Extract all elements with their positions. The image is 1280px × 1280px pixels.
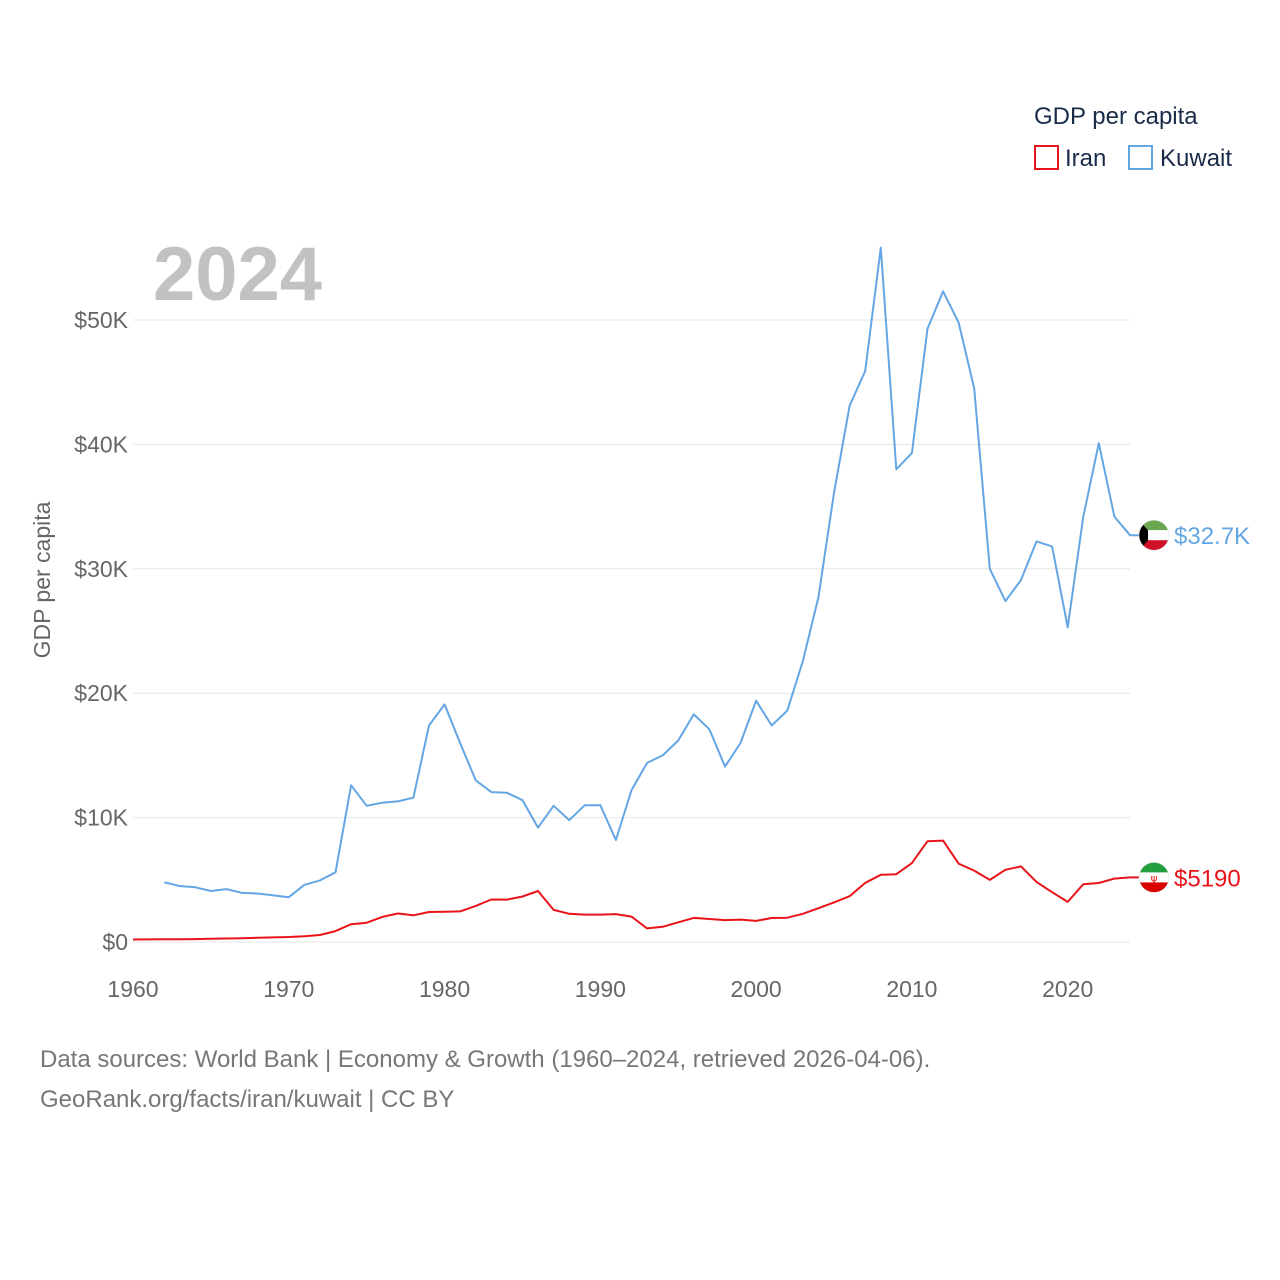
x-axis-ticks: 1960 1970 1980 1990 2000 2010 2020 <box>107 976 1093 1002</box>
attribution-link[interactable]: GeoRank.org/facts/iran/kuwait | CC BY <box>40 1086 455 1113</box>
legend-item-kuwait[interactable]: Kuwait <box>1128 145 1232 172</box>
y-tick-label: $10K <box>74 805 128 831</box>
legend-item-iran[interactable]: Iran <box>1034 145 1106 172</box>
x-tick-label: 2000 <box>731 976 782 1002</box>
y-tick-label: $0 <box>102 929 128 955</box>
year-label: 2024 <box>153 232 322 317</box>
end-label-kuwait: $32.7K <box>1174 523 1250 550</box>
x-tick-label: 2010 <box>886 976 937 1002</box>
x-tick-label: 1990 <box>575 976 626 1002</box>
legend-label-kuwait: Kuwait <box>1160 145 1232 172</box>
y-tick-label: $30K <box>74 556 128 582</box>
y-tick-label: $20K <box>74 680 128 706</box>
y-tick-label: $50K <box>74 307 128 333</box>
kuwait-flag-icon <box>1138 519 1170 551</box>
series-line-kuwait <box>163 246 1154 899</box>
legend-title: GDP per capita <box>1034 103 1198 130</box>
svg-text:ψ: ψ <box>1151 873 1158 884</box>
legend: GDP per capita Iran Kuwait <box>1034 103 1232 172</box>
y-axis-ticks: $0 $10K $20K $30K $40K $50K <box>74 307 128 955</box>
legend-label-iran: Iran <box>1065 145 1106 172</box>
data-sources-note: Data sources: World Bank | Economy & Gro… <box>40 1046 931 1073</box>
y-tick-label: $40K <box>74 431 128 457</box>
grid-lines <box>133 319 1130 943</box>
x-tick-label: 2020 <box>1042 976 1093 1002</box>
x-tick-label: 1970 <box>263 976 314 1002</box>
end-labels: ψ $5190 $32.7K <box>1138 519 1250 893</box>
legend-swatch-kuwait <box>1128 145 1153 170</box>
iran-flag-icon: ψ <box>1138 862 1170 893</box>
series-line-iran <box>132 839 1154 941</box>
x-tick-label: 1980 <box>419 976 470 1002</box>
end-label-iran: $5190 <box>1174 865 1241 892</box>
y-axis-label: GDP per capita <box>29 501 55 658</box>
legend-swatch-iran <box>1034 145 1059 170</box>
series-lines <box>132 246 1154 941</box>
x-tick-label: 1960 <box>107 976 158 1002</box>
